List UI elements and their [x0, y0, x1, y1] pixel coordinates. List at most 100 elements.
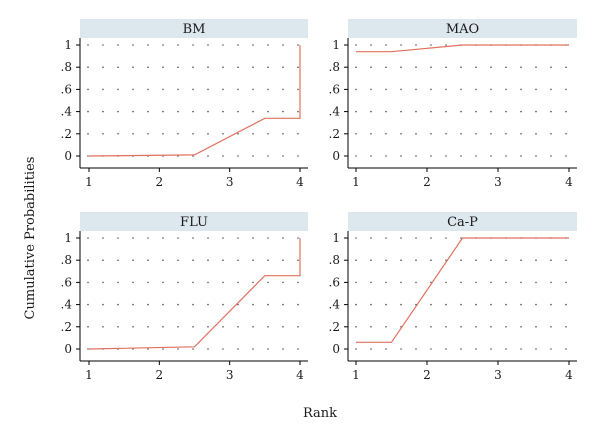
grid-dot [370, 348, 372, 350]
grid-dot [550, 259, 552, 262]
grid-dot [430, 237, 432, 239]
grid-dot [237, 66, 239, 68]
grid-dot [267, 133, 269, 135]
grid-dot [87, 326, 89, 328]
grid-dot [520, 155, 522, 157]
grid-dot [535, 110, 537, 113]
grid-dot [490, 155, 492, 157]
grid-dot [117, 281, 119, 284]
grid-dot [282, 66, 284, 68]
grid-dot [520, 303, 522, 306]
grid-dot [177, 110, 179, 113]
grid-dot [267, 281, 269, 284]
grid-dot [415, 110, 417, 113]
grid-dot [520, 326, 522, 328]
x-tick-label: 3 [494, 175, 502, 189]
grid-dot [370, 326, 372, 328]
grid-dot [475, 281, 477, 284]
grid-dot [207, 133, 209, 135]
series-line [356, 44, 569, 53]
grid-dot [520, 348, 522, 350]
grid-dot [505, 155, 507, 157]
grid-dot [132, 303, 134, 306]
grid-dot [385, 110, 387, 113]
grid-dot [252, 155, 254, 157]
grid-dot [237, 237, 239, 239]
grid-dot [102, 259, 104, 262]
y-tick-label: .4 [61, 298, 73, 312]
grid-dot [87, 133, 89, 135]
grid-dot [415, 155, 417, 157]
grid-dot [162, 281, 164, 284]
grid-dot [147, 110, 149, 113]
grid-dot [505, 88, 507, 91]
grid-dot [192, 133, 194, 135]
grid-dot [237, 88, 239, 91]
x-tick-label: 4 [565, 175, 573, 189]
grid-dot [147, 303, 149, 306]
x-tick-label: 2 [156, 368, 164, 382]
grid-dot [297, 348, 299, 350]
grid-dot [102, 303, 104, 306]
grid-dot [415, 237, 417, 239]
grid-dot [177, 348, 179, 350]
series-line [88, 238, 301, 350]
grid-dot [207, 155, 209, 157]
panel-title: Ca-P [447, 215, 478, 230]
grid-dot [102, 281, 104, 284]
grid-dot [87, 155, 89, 157]
grid-dot [207, 348, 209, 350]
grid-dot [370, 44, 372, 46]
grid-dot [177, 44, 179, 46]
grid-dot [430, 88, 432, 91]
grid-dot [460, 326, 462, 328]
grid-dot [267, 66, 269, 68]
grid-dot [162, 88, 164, 91]
y-tick-label: .6 [329, 82, 340, 96]
grid-dot [445, 237, 447, 239]
x-tick-label: 2 [423, 368, 431, 382]
grid-dot [147, 44, 149, 46]
grid-dot [192, 155, 194, 157]
grid-dot [192, 348, 194, 350]
grid-dot [147, 133, 149, 135]
grid-dot [550, 281, 552, 284]
grid-dot [282, 326, 284, 328]
grid-dot [550, 348, 552, 350]
grid-dot [117, 110, 119, 113]
grid-dot [252, 348, 254, 350]
grid-dot [385, 259, 387, 262]
grid-dot [445, 303, 447, 306]
grid-dot [207, 44, 209, 46]
grid-dot [490, 66, 492, 68]
grid-dot [565, 348, 567, 350]
grid-dot [355, 155, 357, 157]
grid-dot [370, 66, 372, 68]
grid-dot [222, 348, 224, 350]
grid-dot [252, 66, 254, 68]
grid-dot [535, 155, 537, 157]
grid-dot [297, 133, 299, 135]
grid-dot [505, 110, 507, 113]
grid-dot [415, 326, 417, 328]
grid-dot [430, 66, 432, 68]
y-tick-label: .4 [329, 298, 341, 312]
grid-dot [207, 88, 209, 91]
grid-dot [192, 259, 194, 262]
grid-dot [102, 44, 104, 46]
grid-dot [565, 66, 567, 68]
grid-dot [355, 326, 357, 328]
grid-dot [252, 259, 254, 262]
grid-dot [535, 303, 537, 306]
grid-dot [490, 326, 492, 328]
grid-dot [520, 259, 522, 262]
grid-dot [267, 326, 269, 328]
grid-dot [520, 88, 522, 91]
grid-dot [207, 259, 209, 262]
grid-dot [355, 88, 357, 91]
grid-dot [282, 237, 284, 239]
grid-dot [415, 259, 417, 262]
grid-dot [177, 133, 179, 135]
grid-dot [460, 155, 462, 157]
